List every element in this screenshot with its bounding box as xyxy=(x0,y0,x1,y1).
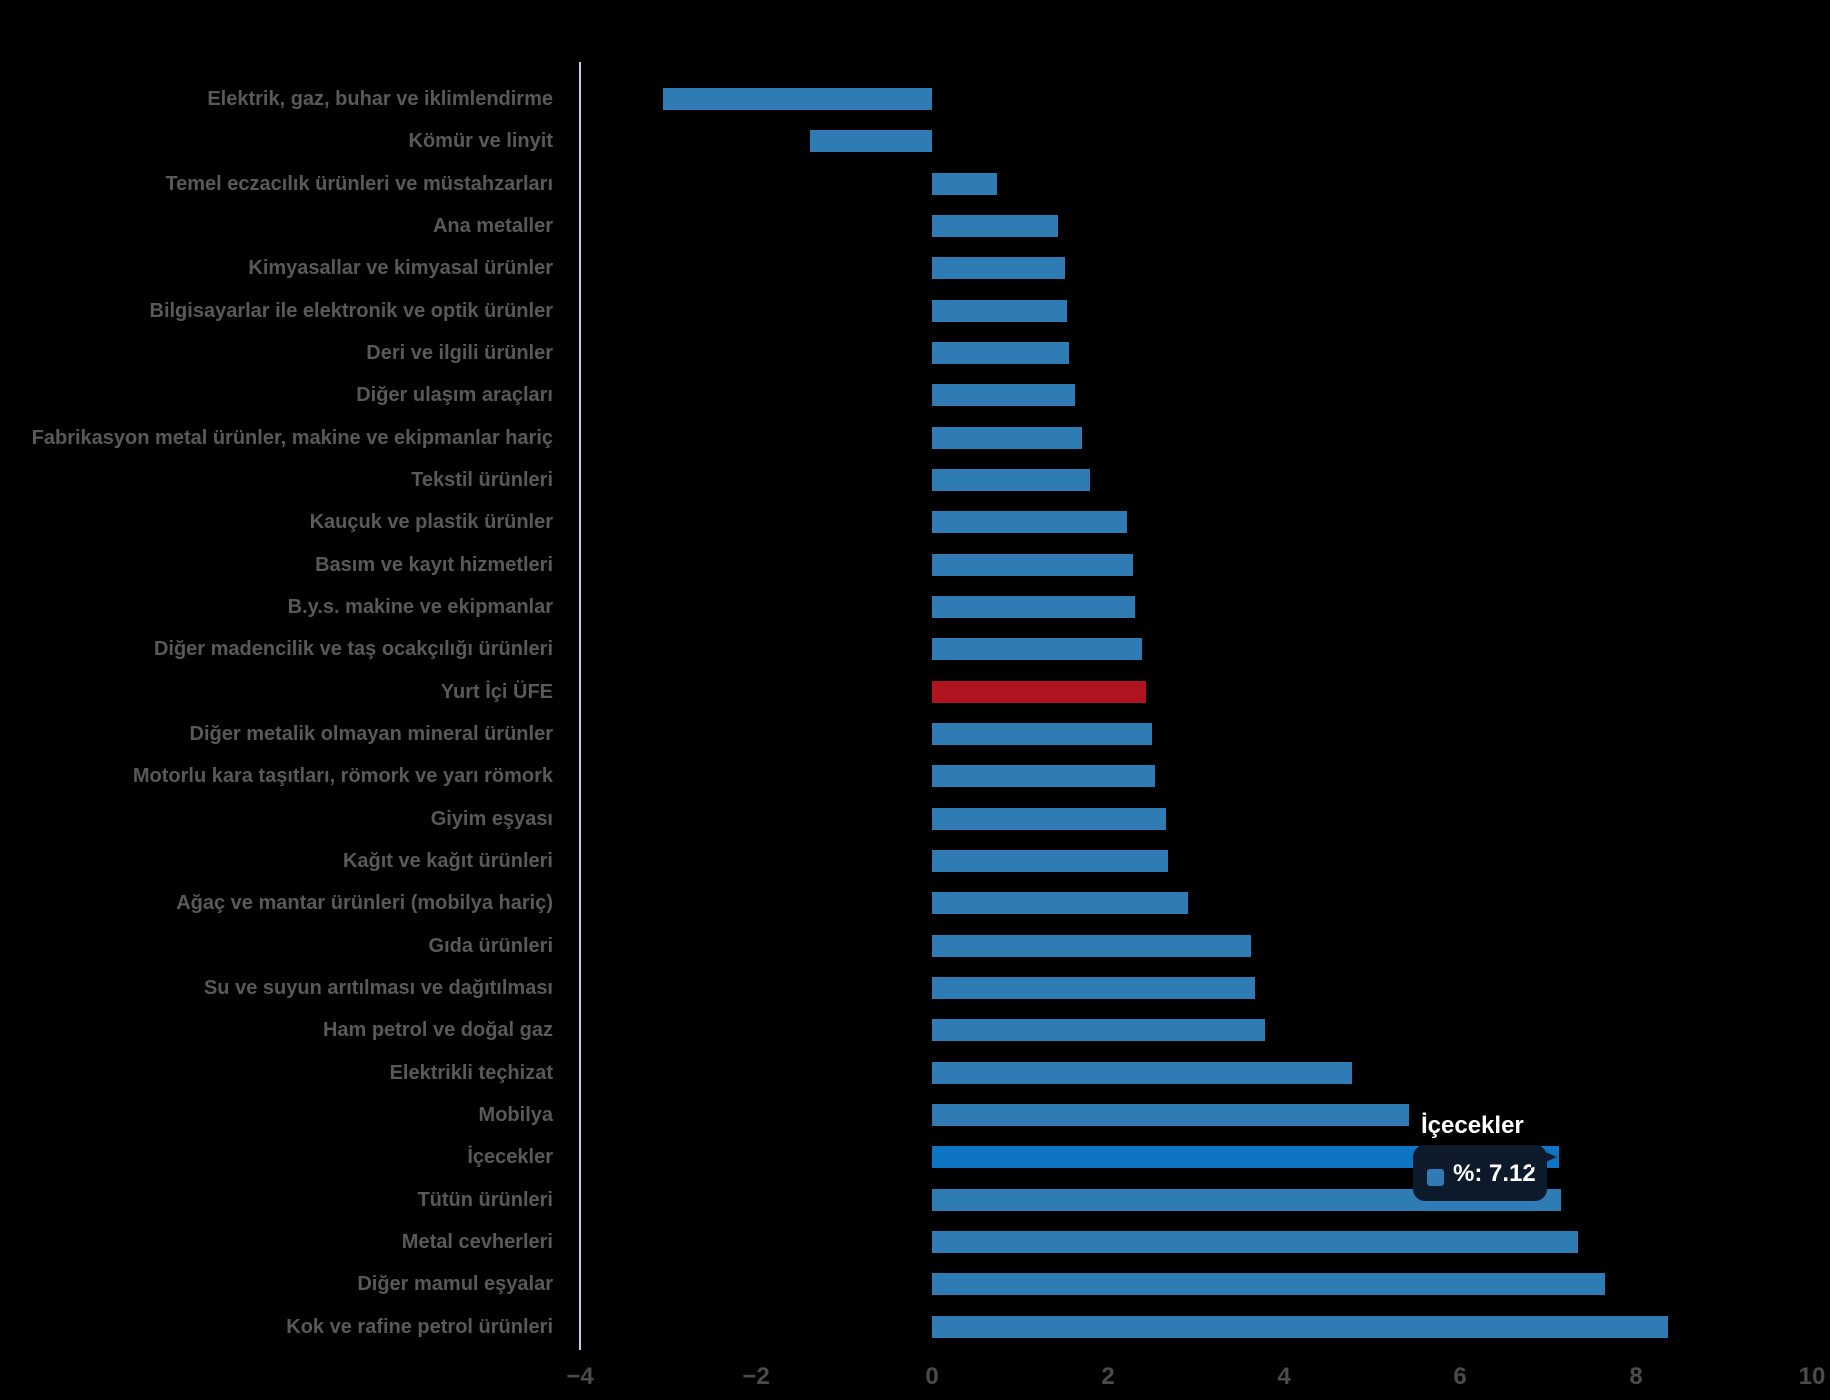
bar[interactable] xyxy=(932,553,1133,576)
bar[interactable] xyxy=(932,892,1189,915)
bar[interactable] xyxy=(932,1061,1352,1084)
category-label: Elektrik, gaz, buhar ve iklimlendirme xyxy=(207,88,553,110)
category-label: İçecekler xyxy=(467,1146,553,1169)
bar[interactable] xyxy=(932,1019,1265,1042)
category-label: Elektrikli teçhizat xyxy=(389,1061,553,1084)
category-label: Giyim eşyası xyxy=(430,807,553,830)
bar[interactable] xyxy=(932,807,1167,830)
category-label: Bilgisayarlar ile elektronik ve optik ür… xyxy=(149,299,554,322)
tooltip-series-swatch xyxy=(1427,1169,1444,1186)
x-axis-tick-label: 8 xyxy=(1629,1363,1643,1390)
bar[interactable] xyxy=(932,214,1058,237)
category-label: Yurt İçi ÜFE xyxy=(440,680,553,703)
bar[interactable] xyxy=(932,722,1152,745)
x-axis-tick-label: −4 xyxy=(566,1363,594,1390)
tooltip-value: %: 7.12 xyxy=(1453,1160,1536,1187)
category-label: B.y.s. makine ve ekipmanlar xyxy=(287,595,553,618)
bar[interactable] xyxy=(932,1273,1606,1296)
bar[interactable] xyxy=(932,384,1076,407)
bar[interactable] xyxy=(932,172,998,195)
category-label: Diğer metalik olmayan mineral ürünler xyxy=(189,722,553,745)
y-axis-line xyxy=(579,62,581,1350)
bar[interactable] xyxy=(932,849,1168,872)
category-label: Ana metaller xyxy=(432,214,553,237)
category-label: Gıda ürünleri xyxy=(428,934,553,957)
tooltip-arrow-icon xyxy=(1531,1146,1557,1168)
bar-highlight[interactable] xyxy=(932,680,1146,703)
category-label: Kömür ve linyit xyxy=(408,130,553,153)
tooltip-title: İçecekler xyxy=(1421,1112,1524,1139)
category-label: Mobilya xyxy=(478,1103,553,1126)
bar[interactable] xyxy=(809,130,932,153)
bar[interactable] xyxy=(932,341,1070,364)
bar[interactable] xyxy=(932,976,1255,999)
category-label: Tekstil ürünleri xyxy=(411,468,553,491)
category-label: Diğer madencilik ve taş ocakçılığı ürünl… xyxy=(153,638,553,661)
category-label: Basım ve kayıt hizmetleri xyxy=(315,553,553,576)
bar[interactable] xyxy=(932,765,1155,788)
category-label: Deri ve ilgili ürünler xyxy=(366,341,553,364)
category-label: Temel eczacılık ürünleri ve müstahzarlar… xyxy=(165,172,553,195)
bar[interactable] xyxy=(932,1103,1409,1126)
category-label: Kağıt ve kağıt ürünleri xyxy=(342,849,553,872)
x-axis-tick-label: 4 xyxy=(1277,1363,1291,1390)
category-label: Motorlu kara taşıtları, römork ve yarı r… xyxy=(132,765,553,788)
bar[interactable] xyxy=(932,468,1091,491)
bar[interactable] xyxy=(932,934,1252,957)
category-label: Su ve suyun arıtılması ve dağıtılması xyxy=(203,976,553,999)
bar[interactable] xyxy=(932,511,1128,534)
x-axis-tick-label: −2 xyxy=(742,1363,770,1390)
category-label: Kok ve rafine petrol ürünleri xyxy=(286,1315,553,1338)
category-label: Diğer ulaşım araçları xyxy=(356,384,553,407)
category-label: Tütün ürünleri xyxy=(417,1188,553,1211)
bar-hovered[interactable] xyxy=(932,1146,1559,1169)
category-label: Ağaç ve mantar ürünleri (mobilya hariç) xyxy=(176,892,553,915)
bar[interactable] xyxy=(932,299,1067,322)
x-axis-tick-label: 0 xyxy=(925,1363,939,1390)
category-label: Ham petrol ve doğal gaz xyxy=(322,1019,553,1042)
category-label: Diğer mamul eşyalar xyxy=(357,1273,553,1296)
bar[interactable] xyxy=(932,1315,1668,1338)
x-axis-tick-label: 2 xyxy=(1101,1363,1115,1390)
category-label: Kauçuk ve plastik ürünler xyxy=(309,511,553,534)
bar[interactable] xyxy=(932,595,1136,618)
tooltip-box: %: 7.12 xyxy=(1413,1145,1547,1201)
bar[interactable] xyxy=(932,1188,1562,1211)
bar[interactable] xyxy=(932,426,1082,449)
bar[interactable] xyxy=(932,257,1065,280)
bar[interactable] xyxy=(932,638,1143,661)
category-label: Metal cevherleri xyxy=(401,1230,553,1253)
bar[interactable] xyxy=(932,1230,1578,1253)
x-axis-tick-label: 6 xyxy=(1453,1363,1467,1390)
category-label: Fabrikasyon metal ürünler, makine ve eki… xyxy=(31,426,553,449)
category-label: Kimyasallar ve kimyasal ürünler xyxy=(248,257,553,280)
bar[interactable] xyxy=(662,88,932,110)
x-axis-tick-label: 10 xyxy=(1798,1363,1826,1390)
